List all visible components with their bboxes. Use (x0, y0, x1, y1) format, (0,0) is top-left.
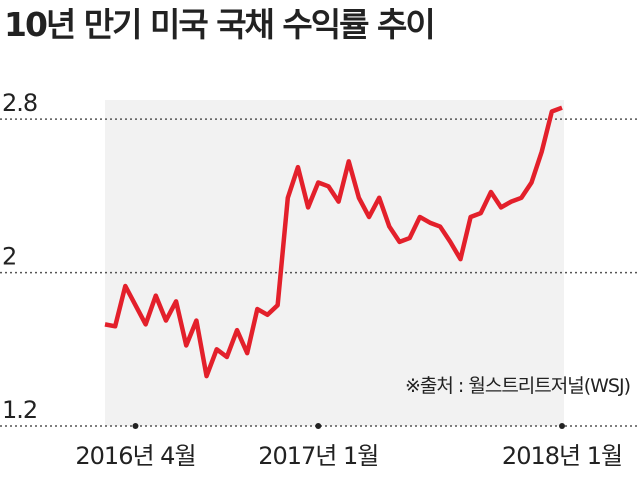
x-tick-label: 2016년 4월 (75, 442, 195, 470)
x-tick-dot (559, 423, 565, 429)
chart-title: 10년 만기 미국 국채 수익률 추이 (4, 5, 434, 44)
x-tick-label: 2018년 1월 (502, 442, 622, 470)
y-tick-label: 1.2 (2, 396, 37, 424)
source-note: ※출처 : 월스트리트저널(WSJ) (405, 375, 630, 397)
y-tick-label: 2 (2, 243, 16, 271)
plot-background (105, 100, 564, 426)
x-tick-label: 2017년 1월 (258, 442, 378, 470)
y-tick-label: 2.8 (2, 89, 37, 117)
data-line (104, 105, 563, 379)
x-tick-dot (315, 423, 322, 429)
x-tick-dot (132, 423, 139, 429)
